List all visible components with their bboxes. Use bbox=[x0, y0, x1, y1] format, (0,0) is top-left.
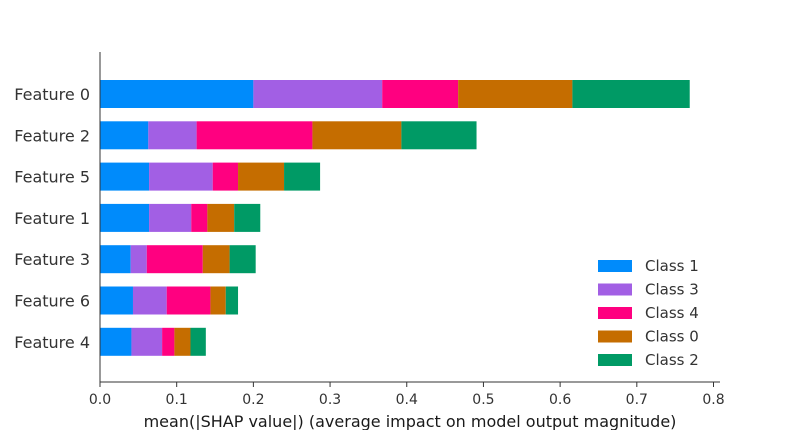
category-label: Feature 6 bbox=[14, 292, 90, 311]
category-labels: Feature 0 Feature 2 Feature 5 Feature 1 Feat… bbox=[14, 85, 90, 352]
bar-feature-5-class-0 bbox=[238, 162, 285, 191]
bar-feature-1-class-1 bbox=[100, 203, 150, 232]
bar-feature-2-class-0 bbox=[312, 121, 402, 150]
legend-label: Class 2 bbox=[645, 351, 699, 369]
bar-feature-1-class-0 bbox=[207, 203, 235, 232]
x-tick-label: 0.4 bbox=[396, 392, 418, 408]
legend-swatch-class-0 bbox=[598, 330, 632, 343]
legend-label: Class 3 bbox=[645, 281, 699, 299]
category-label: Feature 1 bbox=[14, 209, 90, 228]
bar-feature-2-class-2 bbox=[401, 121, 477, 150]
bar-feature-0-class-3 bbox=[253, 80, 383, 108]
category-label: Feature 0 bbox=[14, 85, 90, 104]
legend-swatch-class-4 bbox=[598, 307, 632, 319]
legend-swatch-class-2 bbox=[598, 354, 632, 366]
x-tick-label: 0.1 bbox=[166, 392, 188, 408]
x-tick-label: 0.2 bbox=[242, 392, 264, 408]
bar-feature-2-class-1 bbox=[100, 121, 149, 150]
bar-feature-2-class-4 bbox=[196, 121, 313, 150]
bar-feature-4-class-1 bbox=[100, 327, 132, 356]
bar-feature-6-class-3 bbox=[132, 286, 167, 315]
x-tick-label: 0.5 bbox=[472, 392, 494, 408]
bar-feature-5-class-4 bbox=[212, 162, 239, 191]
legend-label: Class 0 bbox=[645, 328, 699, 346]
legend-swatch-class-1 bbox=[598, 260, 632, 272]
bar-feature-0-class-0 bbox=[458, 80, 573, 108]
bar-feature-3-class-3 bbox=[130, 245, 147, 274]
x-ticks: 0.0 0.1 0.2 0.3 0.4 0.5 0.6 0.7 0.8 bbox=[89, 382, 725, 408]
bar-feature-3-class-2 bbox=[229, 245, 256, 274]
bar-feature-3-class-1 bbox=[100, 245, 131, 274]
x-tick-label: 0.6 bbox=[549, 392, 571, 408]
legend-swatch-class-3 bbox=[598, 283, 632, 296]
legend-label: Class 1 bbox=[645, 257, 699, 275]
x-tick-label: 0.3 bbox=[319, 392, 341, 408]
bar-feature-6-class-0 bbox=[210, 286, 226, 315]
legend-label: Class 4 bbox=[645, 304, 699, 322]
x-tick-label: 0.0 bbox=[89, 392, 111, 408]
bar-feature-4-class-2 bbox=[190, 327, 206, 356]
x-tick-label: 0.8 bbox=[702, 392, 724, 408]
bar-feature-0-class-4 bbox=[382, 80, 459, 108]
bar-feature-5-class-3 bbox=[149, 162, 213, 191]
category-label: Feature 5 bbox=[14, 168, 90, 187]
bar-feature-6-class-1 bbox=[100, 286, 133, 315]
bar-feature-6-class-2 bbox=[225, 286, 239, 315]
category-label: Feature 3 bbox=[14, 250, 90, 269]
bar-feature-3-class-4 bbox=[146, 245, 203, 274]
bar-feature-1-class-4 bbox=[191, 203, 208, 232]
bar-feature-3-class-0 bbox=[202, 245, 230, 274]
bar-feature-1-class-2 bbox=[234, 203, 261, 232]
x-axis-title: mean(|SHAP value|) (average impact on mo… bbox=[144, 412, 677, 430]
bar-feature-5-class-2 bbox=[284, 162, 321, 191]
bar-feature-4-class-3 bbox=[131, 327, 163, 356]
bar-feature-0-class-2 bbox=[572, 80, 690, 108]
category-label: Feature 2 bbox=[14, 126, 90, 145]
bar-feature-2-class-3 bbox=[148, 121, 197, 150]
bar-feature-1-class-3 bbox=[149, 203, 192, 232]
bar-feature-6-class-4 bbox=[166, 286, 211, 315]
bars-group bbox=[100, 80, 690, 356]
legend: Class 1 Class 3 Class 4 Class 0 Class 2 bbox=[598, 257, 699, 369]
bar-feature-0-class-1 bbox=[100, 80, 254, 108]
bar-feature-4-class-4 bbox=[162, 327, 175, 356]
bar-feature-4-class-0 bbox=[174, 327, 191, 356]
bar-feature-5-class-1 bbox=[100, 162, 150, 191]
category-label: Feature 4 bbox=[14, 333, 90, 352]
x-tick-label: 0.7 bbox=[626, 392, 648, 408]
